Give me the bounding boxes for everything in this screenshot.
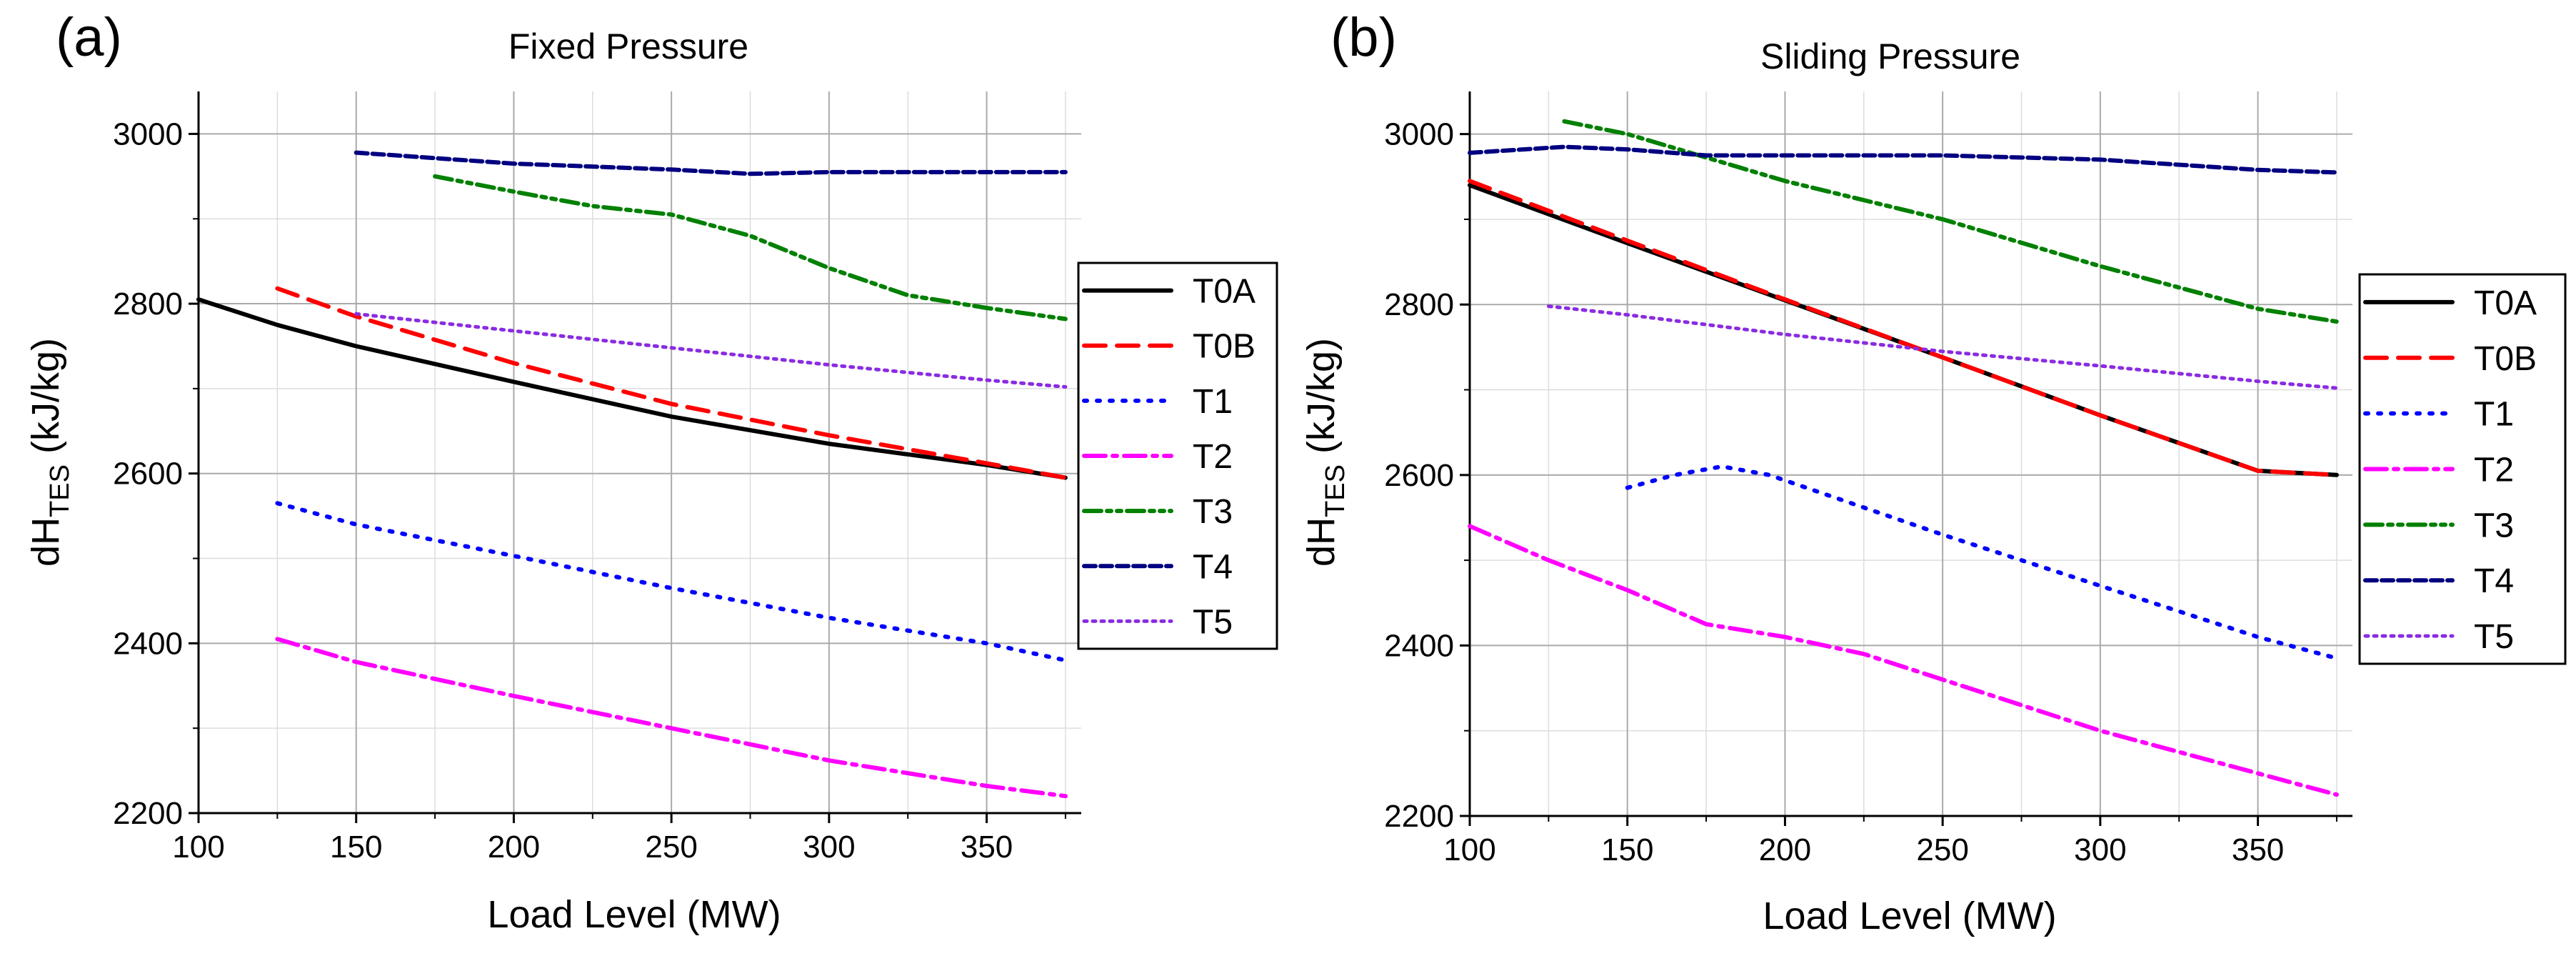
series-line-t1 (1625, 464, 2339, 661)
y-tick-label: 2200 (113, 796, 183, 831)
panel-letter: (a) (56, 7, 122, 68)
x-tick-label: 200 (488, 830, 540, 865)
x-tick-label: 300 (803, 830, 855, 865)
chart-title: Sliding Pressure (1760, 36, 2020, 76)
legend-label: T1 (1193, 383, 1233, 421)
series-line-t0a (196, 297, 1068, 480)
series-line-t5 (354, 312, 1068, 389)
series-line-t0b (275, 286, 1068, 480)
y-tick-label: 2800 (113, 287, 183, 322)
series-line-t1 (275, 501, 1068, 663)
x-tick-label: 200 (1759, 832, 1811, 867)
x-tick-label: 350 (2232, 832, 2284, 867)
chart-title: Fixed Pressure (508, 26, 748, 66)
y-axis-label: dHTES (kJ/kg) (1300, 338, 1350, 567)
legend-label: T0A (2474, 284, 2537, 322)
y-tick-label: 2400 (1384, 628, 1454, 663)
y-tick-label: 2200 (1384, 799, 1454, 834)
x-tick-label: 100 (172, 830, 224, 865)
y-axis-label: dHTES (kJ/kg) (24, 338, 75, 567)
legend-label: T2 (2474, 452, 2514, 489)
y-axis-label-main: dH (24, 517, 67, 567)
series-line-t5 (1546, 304, 2339, 390)
legend-label: T1 (2474, 396, 2514, 434)
x-axis-label: Load Level (MW) (487, 893, 781, 936)
y-tick-label: 2600 (113, 457, 183, 492)
series-line-t3 (1562, 119, 2339, 324)
series-line-t4 (1468, 144, 2339, 175)
chart-panel: 100 150 200 250 300 350 2200 2400 2600 2800 3000 (b… (1300, 7, 2567, 937)
x-tick-label: 350 (961, 830, 1013, 865)
legend-label: T2 (1193, 438, 1233, 476)
legend-label: T4 (1193, 548, 1233, 586)
y-tick-label: 2800 (1384, 287, 1454, 322)
legend-label: T3 (1193, 493, 1233, 531)
legend-label: T3 (2474, 507, 2514, 544)
series-line-t4 (354, 150, 1068, 176)
y-tick-label: 3000 (1384, 117, 1454, 152)
legend: T0A T0B T1 T2 T3 T4 T5 (1077, 262, 1278, 650)
x-axis-label: Load Level (MW) (1763, 895, 2056, 937)
x-tick-label: 300 (2074, 832, 2126, 867)
x-tick-label: 150 (330, 830, 382, 865)
series-line-t2 (1468, 524, 2339, 797)
y-axis-label-subscript: TES (1320, 464, 1350, 517)
legend-label: T0B (2474, 340, 2537, 378)
legend-label: T0A (1193, 273, 1256, 311)
legend-box (1077, 262, 1278, 650)
series-line-t0b (1468, 179, 2339, 477)
series-line-t2 (275, 637, 1068, 799)
y-axis-label-main: dH (1300, 517, 1343, 567)
y-axis-label-units: (kJ/kg) (24, 338, 67, 464)
y-tick-label: 2400 (113, 626, 183, 661)
y-axis-label-units: (kJ/kg) (1300, 338, 1343, 464)
series-line-t3 (433, 174, 1068, 322)
y-tick-label: 2600 (1384, 458, 1454, 493)
legend-label: T0B (1193, 328, 1256, 366)
x-tick-label: 150 (1601, 832, 1653, 867)
y-tick-label: 3000 (113, 116, 183, 151)
x-tick-label: 250 (1916, 832, 1968, 867)
legend-label: T5 (1193, 603, 1233, 641)
x-tick-label: 250 (645, 830, 697, 865)
legend: T0A T0B T1 T2 T3 T4 T5 (2358, 273, 2567, 665)
legend-label: T4 (2474, 562, 2514, 600)
legend-box (2358, 273, 2567, 665)
x-tick-label: 100 (1443, 832, 1495, 867)
legend-label: T5 (2474, 618, 2514, 656)
y-axis-label-subscript: TES (45, 464, 75, 517)
chart-panel: 100 150 200 250 300 350 2200 2400 2600 2800 3000 (a… (24, 7, 1278, 936)
panel-letter: (b) (1330, 7, 1397, 68)
